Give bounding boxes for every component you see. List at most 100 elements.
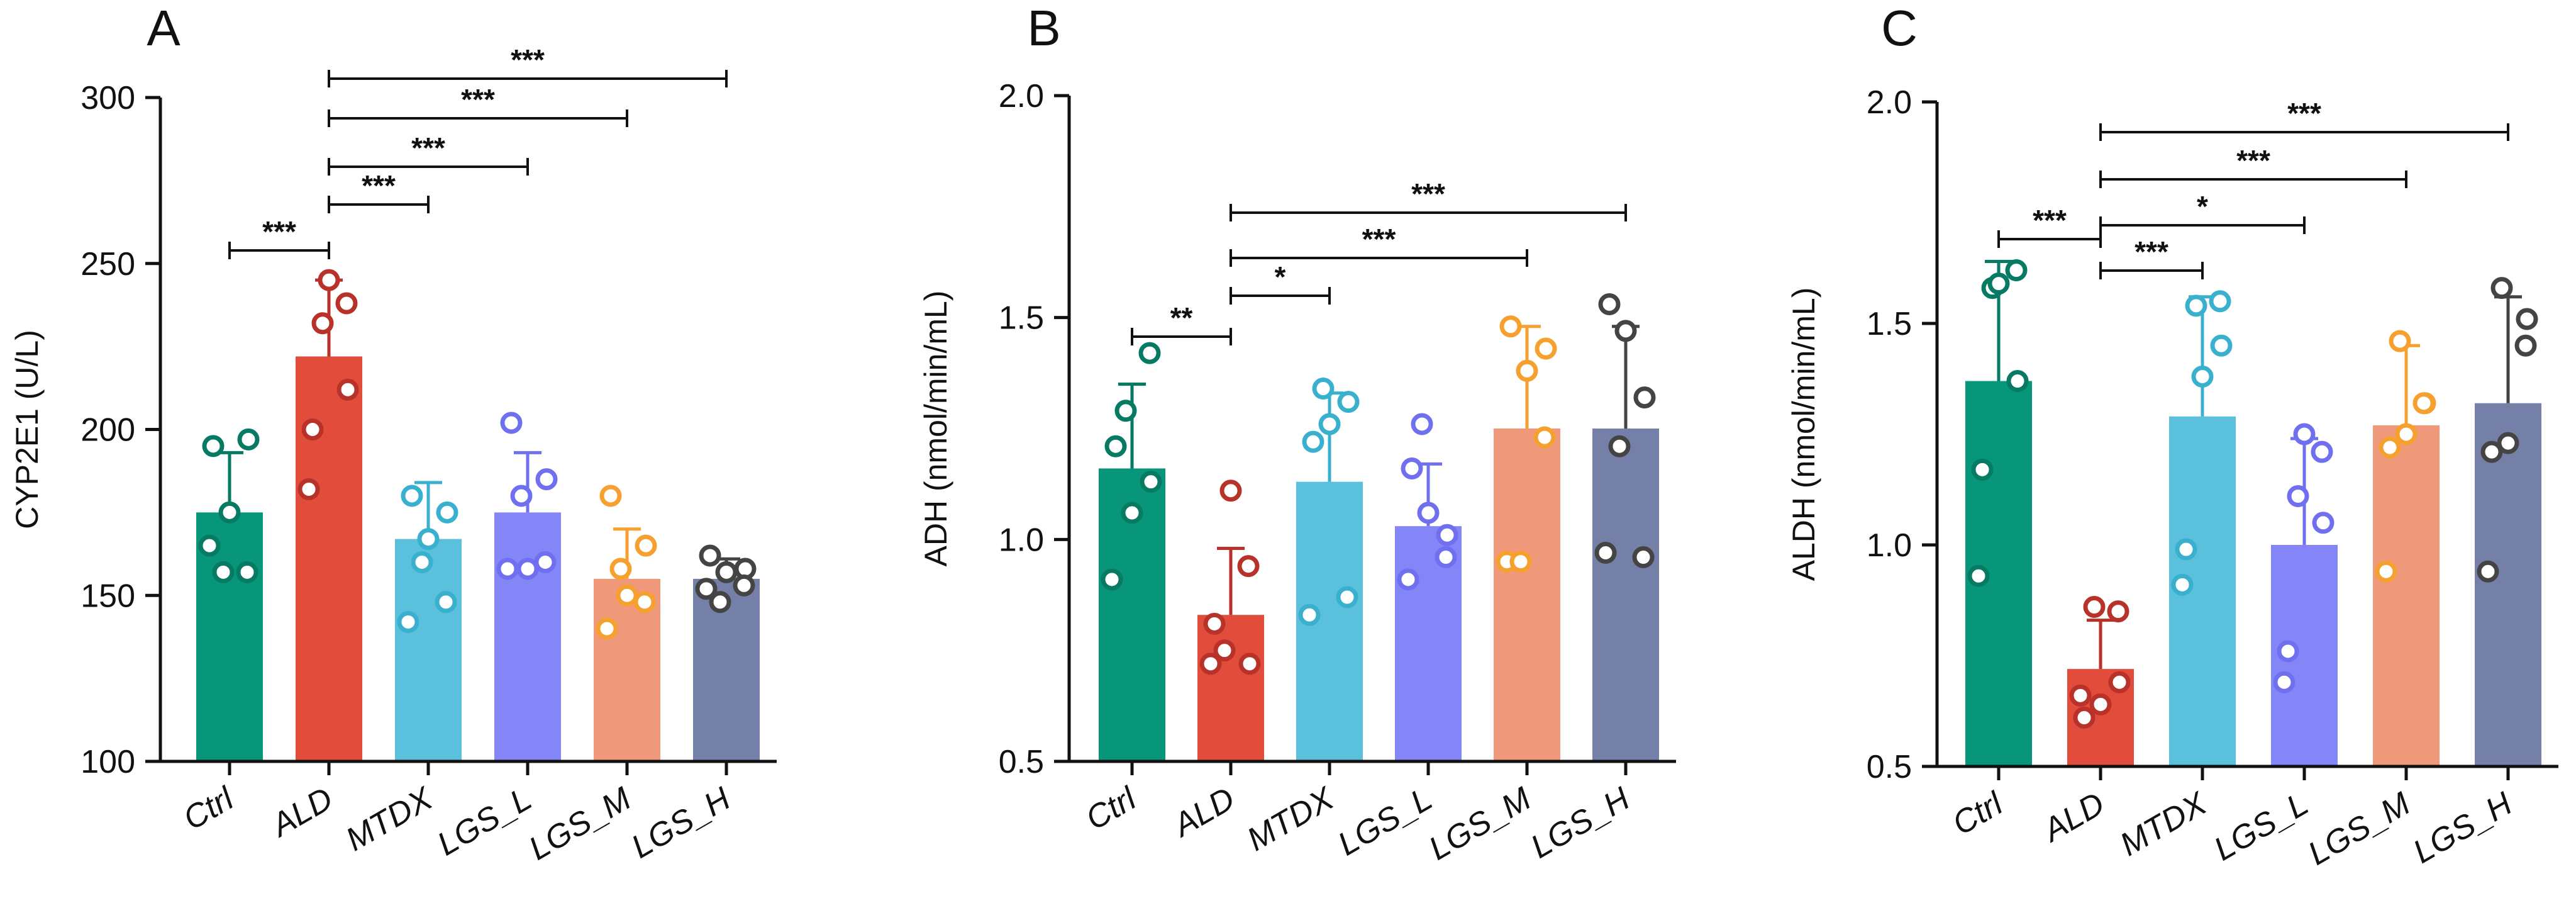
y-axis-title: CYP2E1 (U/L) (9, 330, 45, 529)
category-label: LGS_L (1332, 780, 1438, 863)
y-axis-title: ADH (nmol/min/mL) (918, 291, 953, 567)
data-point (1336, 586, 1358, 608)
data-point (733, 574, 755, 597)
significance-label: *** (362, 169, 396, 202)
data-point (2107, 600, 2129, 623)
data-point (1509, 551, 1532, 573)
category-label: LGS_H (625, 780, 736, 866)
data-point (635, 534, 657, 557)
data-point (401, 485, 423, 507)
bar-lgs_h (2475, 403, 2541, 766)
data-point (1219, 479, 1242, 502)
data-point (1435, 546, 1457, 569)
data-point (2073, 707, 2096, 729)
data-point (496, 558, 519, 580)
significance-label: *** (262, 215, 296, 248)
data-point (202, 435, 225, 457)
data-point (2311, 440, 2333, 463)
data-point (1199, 653, 1222, 675)
significance-label: *** (2287, 97, 2321, 130)
data-point (2375, 560, 2397, 583)
data-point (1608, 435, 1631, 457)
category-label: ALD (1166, 780, 1241, 844)
panel-letter: C (1881, 0, 1918, 56)
category-label: MTDX (340, 780, 440, 858)
panel-letter: A (147, 0, 180, 56)
significance-label: *** (1411, 177, 1445, 210)
y-tick-label: 250 (80, 246, 135, 283)
data-point (616, 584, 638, 607)
data-point (212, 561, 235, 583)
significance-label: *** (2033, 204, 2067, 237)
data-point (1312, 378, 1335, 400)
data-point (2210, 334, 2233, 357)
data-point (336, 378, 359, 401)
category-label: MTDX (2114, 785, 2214, 863)
data-point (311, 312, 334, 335)
data-point (1104, 435, 1127, 457)
data-point (534, 551, 557, 573)
category-label: ALD (264, 780, 339, 844)
y-tick-label: 1.0 (999, 522, 1044, 558)
data-point (1298, 603, 1321, 626)
data-point (1114, 400, 1137, 422)
category-label: Ctrl (1946, 785, 2009, 842)
y-tick-label: 2.0 (999, 78, 1044, 115)
significance-label: *** (411, 132, 445, 164)
data-point (297, 478, 320, 500)
data-point (1594, 541, 1617, 564)
bar-lgs_h (1592, 429, 1659, 761)
bar-ald (1197, 615, 1264, 761)
bar-lgs_m (1494, 429, 1560, 761)
data-point (1436, 524, 1458, 546)
y-tick-label: 2.0 (1867, 84, 1912, 121)
data-point (436, 501, 458, 524)
category-label: LGS_H (1524, 780, 1636, 866)
data-point (2293, 423, 2316, 446)
data-point (2497, 432, 2519, 454)
data-point (237, 428, 260, 451)
data-point (2089, 693, 2112, 715)
data-point (2273, 671, 2296, 693)
data-point (1302, 430, 1324, 453)
data-point (599, 485, 622, 507)
data-point (1987, 272, 2010, 295)
significance-label: ** (1170, 301, 1193, 334)
data-point (2516, 308, 2538, 330)
significance-label: *** (2135, 235, 2168, 268)
data-point (2108, 671, 2131, 693)
y-tick-label: 150 (80, 578, 135, 614)
data-point (2191, 365, 2214, 388)
data-point (2395, 423, 2418, 446)
data-point (1121, 502, 1143, 524)
data-point (1417, 502, 1440, 524)
data-point (500, 412, 523, 434)
category-label: Ctrl (1080, 780, 1143, 837)
category-label: LGS_L (431, 780, 538, 863)
category-label: LGS_M (1423, 780, 1537, 868)
data-point (1598, 293, 1621, 316)
data-point (1535, 337, 1557, 360)
data-point (1499, 315, 1522, 338)
data-point (2006, 370, 2029, 393)
category-label: MTDX (1241, 780, 1341, 858)
data-point (2490, 277, 2513, 300)
data-point (715, 561, 738, 583)
data-point (2412, 392, 2435, 415)
y-tick-label: 0.5 (1867, 749, 1912, 785)
data-point (709, 591, 731, 614)
y-tick-label: 1.0 (1867, 527, 1912, 564)
data-point (1237, 555, 1260, 578)
y-tick-label: 0.5 (999, 744, 1044, 780)
data-point (2379, 436, 2401, 459)
data-point (1633, 386, 1656, 409)
data-point (510, 485, 533, 507)
data-point (318, 269, 340, 291)
data-point (633, 591, 656, 614)
data-point (2069, 684, 2092, 707)
data-point (218, 501, 241, 524)
data-point (1411, 413, 1433, 435)
